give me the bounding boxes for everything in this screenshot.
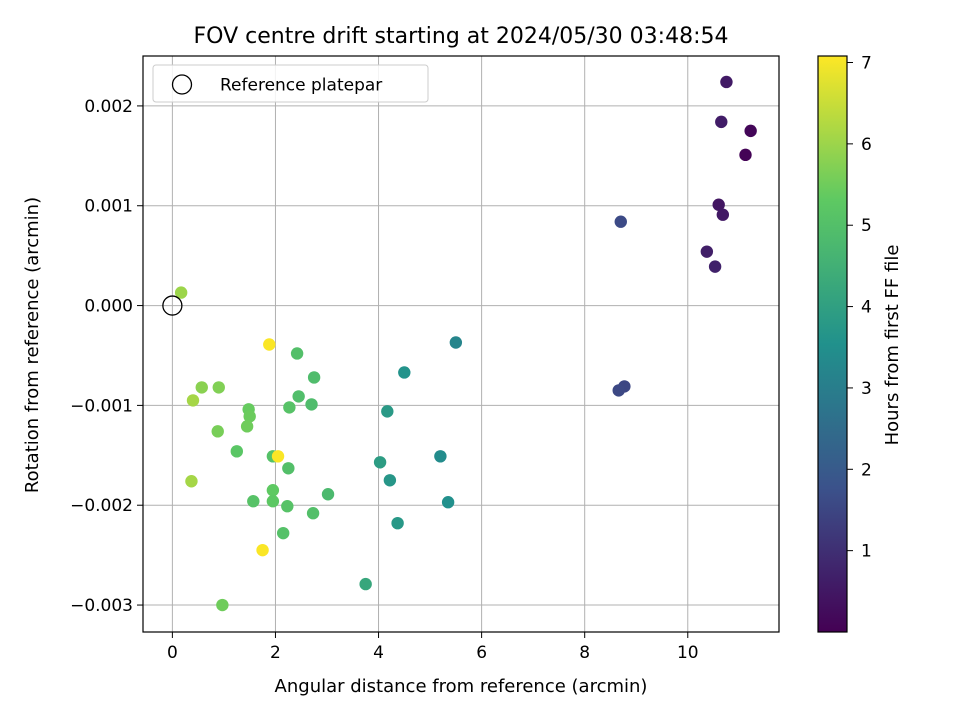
data-point (307, 371, 321, 384)
data-point (700, 245, 714, 258)
data-point (212, 381, 225, 394)
data-point (174, 286, 188, 299)
data-point (434, 450, 447, 463)
data-point (283, 401, 296, 414)
colorbar-tick-label: 2 (861, 460, 872, 480)
data-point (230, 445, 244, 458)
data-point (373, 456, 387, 469)
data-points (162, 75, 757, 612)
axes: 0 2 4 6 8 10 0.002 0.001 0.000 −0.001 −0.002 −0.003 (70, 55, 780, 663)
data-point (271, 450, 285, 463)
data-point (708, 260, 722, 273)
data-point (306, 507, 320, 520)
x-axis-label: Angular distance from reference (arcmin) (275, 676, 648, 697)
data-point (282, 462, 295, 475)
data-point (240, 420, 254, 433)
x-tick-label: 2 (270, 643, 281, 663)
y-tick-label: 0.001 (84, 197, 133, 217)
data-point (185, 475, 198, 488)
y-axis-label: Rotation from reference (arcmin) (22, 197, 43, 493)
colorbar-tick-label: 5 (861, 216, 872, 236)
data-point (290, 347, 304, 360)
data-point (715, 115, 728, 129)
data-point (614, 215, 627, 228)
colorbar-tick-label: 3 (861, 379, 872, 399)
chart-title: FOV centre drift starting at 2024/05/30 … (194, 24, 729, 49)
y-tick-label: 0.000 (84, 297, 133, 317)
x-tick-label: 0 (167, 643, 178, 663)
x-tick-label: 4 (373, 643, 384, 663)
data-point (744, 124, 757, 138)
legend: Reference platepar (152, 64, 429, 103)
y-tick-label: −0.003 (70, 596, 133, 616)
data-point (281, 500, 294, 513)
colorbar-tick-label: 7 (861, 54, 872, 74)
legend-box (152, 64, 429, 103)
x-tick-label: 10 (677, 643, 699, 663)
data-point (739, 148, 752, 162)
data-point (266, 484, 280, 497)
data-point (256, 543, 269, 557)
colorbar: 1 2 3 4 5 6 7 (817, 54, 872, 633)
data-point (716, 208, 730, 221)
data-point (398, 366, 411, 379)
data-point (216, 598, 229, 612)
data-point (195, 381, 208, 394)
data-point (186, 394, 200, 407)
data-point (305, 398, 318, 411)
colorbar-tick-label: 4 (861, 298, 872, 318)
x-tick-label: 8 (579, 643, 590, 663)
data-point (247, 495, 260, 508)
data-point (321, 488, 335, 501)
data-point (712, 198, 725, 211)
colorbar-tick-label: 6 (861, 135, 872, 155)
reference-platepar-marker (162, 295, 183, 316)
data-point (381, 405, 394, 418)
data-point (441, 496, 455, 509)
data-point (383, 474, 397, 487)
data-point (276, 526, 290, 540)
y-tick-label: 0.002 (84, 97, 133, 117)
plot-frame (142, 55, 780, 633)
legend-marker-icon (171, 74, 193, 95)
data-point (720, 75, 733, 89)
y-tick-label: −0.001 (70, 396, 133, 416)
colorbar-label: Hours from first FF file (882, 245, 903, 446)
colorbar-tick-label: 1 (861, 542, 872, 562)
data-point (359, 577, 372, 591)
x-tick-label: 6 (476, 643, 487, 663)
data-point (612, 384, 625, 397)
data-point (211, 425, 224, 438)
data-point (243, 410, 256, 423)
colorbar-gradient (817, 55, 848, 633)
data-point (391, 516, 404, 530)
data-point (449, 336, 463, 349)
data-point (263, 338, 276, 351)
data-point (292, 390, 305, 403)
data-point (266, 495, 280, 508)
legend-label: Reference platepar (220, 76, 382, 96)
y-tick-label: −0.002 (70, 496, 133, 516)
